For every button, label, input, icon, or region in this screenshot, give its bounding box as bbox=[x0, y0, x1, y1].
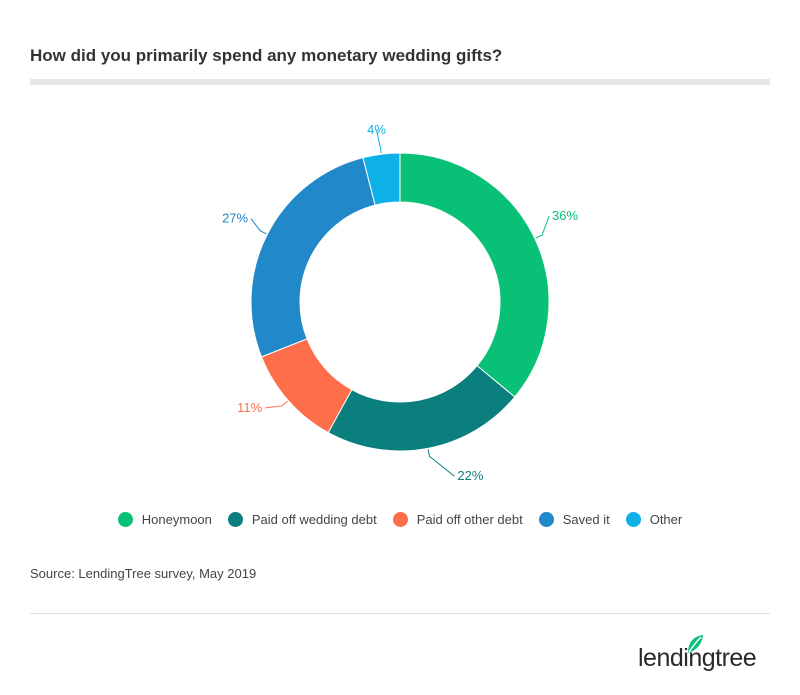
chart-legend: Honeymoon Paid off wedding debt Paid off o… bbox=[0, 512, 800, 527]
legend-swatch bbox=[117, 512, 133, 527]
legend-swatch bbox=[392, 512, 408, 527]
slice-honeymoon bbox=[399, 152, 550, 398]
legend-label: Paid off wedding debt bbox=[251, 512, 377, 527]
data-label: 36% bbox=[552, 208, 578, 223]
legend-swatch bbox=[625, 512, 641, 527]
legend-label: Other bbox=[649, 512, 683, 527]
legend-label: Paid off other debt bbox=[416, 512, 523, 527]
data-label: 27% bbox=[222, 211, 248, 226]
legend-item: Paid off other debt bbox=[392, 512, 523, 527]
data-label: 11% bbox=[237, 400, 262, 415]
brand-name: lendingtree bbox=[638, 644, 757, 672]
title-divider bbox=[30, 79, 770, 85]
chart-title: How did you primarily spend any monetary… bbox=[30, 46, 503, 65]
footer-divider bbox=[30, 613, 770, 614]
legend-item: Other bbox=[625, 512, 683, 527]
legend-swatch bbox=[227, 512, 243, 527]
slice-saved-it bbox=[250, 157, 376, 358]
leader-line bbox=[250, 218, 267, 235]
legend-item: Paid off wedding debt bbox=[227, 512, 377, 527]
leader-line bbox=[265, 400, 288, 409]
legend-item: Saved it bbox=[538, 512, 610, 527]
leader-line bbox=[376, 130, 382, 154]
legend-item: Honeymoon bbox=[117, 512, 212, 527]
legend-swatch bbox=[538, 512, 554, 527]
legend-label: Honeymoon bbox=[141, 512, 212, 527]
leader-line bbox=[427, 449, 455, 477]
data-label: 22% bbox=[457, 468, 483, 483]
brand-logo: lendingtree bbox=[638, 633, 770, 677]
slice-other bbox=[362, 152, 401, 206]
data-label: 4% bbox=[367, 122, 386, 137]
leaf-icon bbox=[688, 635, 703, 653]
donut-chart: 36% 22% 11% 27% 4% bbox=[222, 122, 578, 483]
leader-line bbox=[535, 215, 550, 239]
slice-paid-off-wedding-debt bbox=[327, 365, 516, 452]
legend-label: Saved it bbox=[562, 512, 610, 527]
source-note: Source: LendingTree survey, May 2019 bbox=[30, 566, 257, 581]
